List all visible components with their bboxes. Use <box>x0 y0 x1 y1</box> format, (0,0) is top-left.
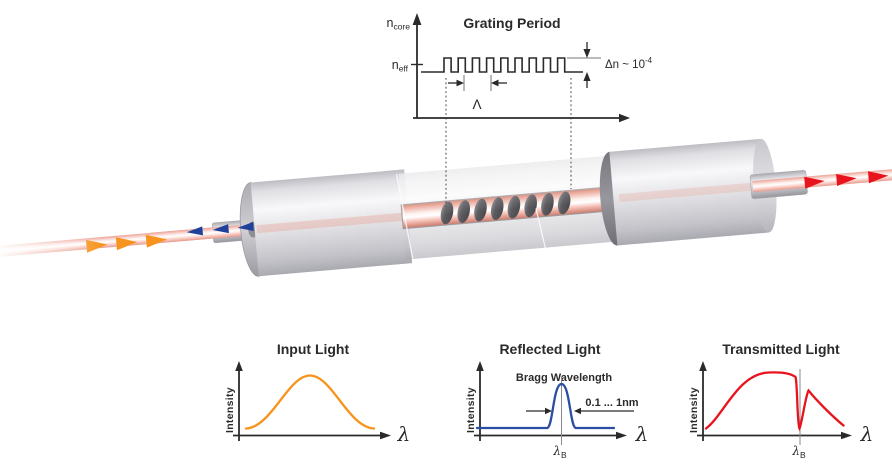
delta-arrow-up <box>583 72 591 81</box>
transmitted-arrow <box>867 171 889 184</box>
input-ylabel: Intensity <box>224 387 236 433</box>
glass-seam <box>395 173 414 260</box>
transmitted-light-arrows <box>804 171 889 189</box>
fiber-right-strand <box>752 168 892 193</box>
transmitted-x-axis-arrow <box>841 431 852 440</box>
n-eff-label: neff <box>392 58 409 74</box>
transmitted-spectrum-curve <box>704 371 845 432</box>
reflected-ylabel: Intensity <box>465 387 477 433</box>
grating-y-axis-arrow <box>412 13 422 25</box>
glass-highlight <box>398 155 614 219</box>
grating-x-axis-arrow <box>619 113 630 123</box>
delta-n-label: Δn ~ 10-4 <box>605 56 653 71</box>
width-arrow-left <box>545 407 552 415</box>
width-arrow-right <box>574 407 581 415</box>
transmitted-ylabel: Intensity <box>688 387 700 433</box>
input-light-chart: Input Light Intensity λ <box>224 341 410 446</box>
input-spectrum-curve <box>244 374 376 430</box>
reflected-y-axis-arrow <box>476 361 484 371</box>
transmitted-light-title: Transmitted Light <box>722 341 840 357</box>
period-symbol-label: Λ <box>472 97 481 112</box>
n-core-label: ncore <box>387 16 411 32</box>
right-cylinder-body <box>609 138 769 246</box>
reflected-light-chart: Reflected Light Bragg Wavelength Intensi… <box>465 341 648 460</box>
period-arrow-left <box>456 79 464 87</box>
grating-period-plot: Grating Period ncore neff Δn ~ 10-4 Λ <box>387 13 653 123</box>
bragg-wavelength-label: Bragg Wavelength <box>516 372 612 384</box>
reflected-peak-label: λB <box>552 444 567 460</box>
input-light-title: Input Light <box>277 341 350 357</box>
transmitted-y-axis-arrow <box>699 361 707 371</box>
transmitted-arrow <box>804 176 825 189</box>
index-square-wave <box>421 57 583 73</box>
period-arrow-right <box>491 79 499 87</box>
reflected-arrow <box>186 226 204 236</box>
reflected-xlabel: λ <box>635 422 649 446</box>
bandwidth-label: 0.1 ... 1nm <box>585 397 638 409</box>
fiber-fade <box>0 224 104 274</box>
reflected-light-title: Reflected Light <box>499 341 600 357</box>
input-arrow <box>115 237 138 251</box>
transmitted-xlabel: λ <box>860 422 874 446</box>
reflected-arrow <box>237 222 254 231</box>
transmitted-light-chart: Transmitted Light Intensity λB λ <box>688 341 873 460</box>
input-x-axis-arrow <box>380 431 391 440</box>
reflected-arrow <box>212 224 229 234</box>
input-xlabel: λ <box>397 422 411 446</box>
reflected-light-arrows <box>186 222 254 236</box>
fiber-assembly <box>0 138 892 277</box>
reflected-spectrum-curve <box>475 382 616 430</box>
transmitted-notch-label: λB <box>791 444 806 460</box>
grating-title: Grating Period <box>463 15 560 31</box>
delta-arrow-down <box>583 49 591 58</box>
fiber-inside-right <box>619 182 756 203</box>
input-y-axis-arrow <box>235 361 243 371</box>
glass-leader-line <box>535 208 550 262</box>
left-cylinder-body <box>250 169 413 277</box>
reflected-x-axis-arrow <box>616 431 627 440</box>
input-arrow <box>145 234 168 248</box>
fiber-inside-left <box>256 212 405 234</box>
transmitted-arrow <box>836 174 857 186</box>
